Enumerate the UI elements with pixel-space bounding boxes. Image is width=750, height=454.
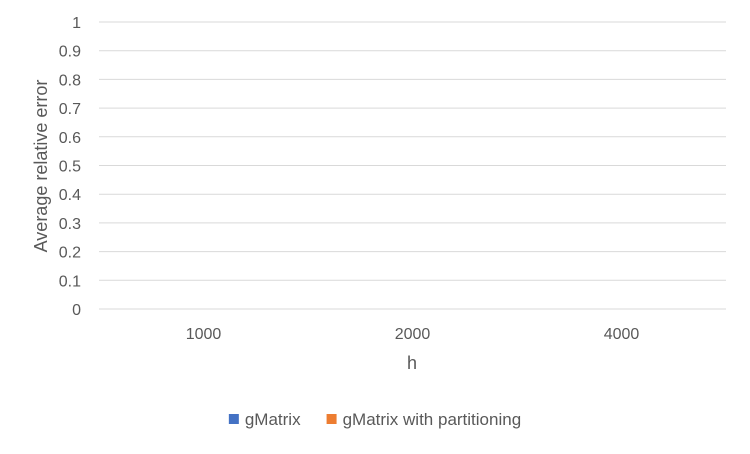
- y-tick-label: 0.6: [59, 130, 81, 147]
- y-tick-label: 0.4: [59, 187, 81, 204]
- y-tick-label: 0.2: [59, 245, 81, 262]
- y-tick-label: 0.9: [59, 44, 81, 61]
- legend: gMatrix gMatrix with partitioning: [228, 410, 522, 429]
- legend-label: gMatrix with partitioning: [343, 410, 522, 429]
- y-axis-ticks: 0 0.1 0.2 0.3 0.4 0.5 0.6 0.7 0.8 0.9 1: [59, 15, 81, 319]
- legend-swatch: [228, 414, 239, 424]
- legend-item: gMatrix with partitioning: [326, 410, 522, 429]
- y-tick-label: 1: [72, 15, 81, 32]
- x-axis-ticks: 1000 2000 4000: [186, 326, 640, 343]
- x-tick-label: 1000: [186, 326, 222, 343]
- y-axis-title: Average relative error: [31, 80, 51, 253]
- x-axis-title: h: [407, 353, 417, 373]
- y-tick-label: 0.1: [59, 273, 81, 290]
- x-tick-label: 4000: [604, 326, 640, 343]
- y-tick-label: 0: [72, 302, 81, 319]
- x-tick-label: 2000: [395, 326, 431, 343]
- legend-swatch: [326, 414, 337, 424]
- y-tick-label: 0.5: [59, 159, 81, 176]
- gridlines: [99, 21, 726, 310]
- y-tick-label: 0.7: [59, 101, 81, 118]
- legend-item: gMatrix: [228, 410, 301, 429]
- legend-label: gMatrix: [245, 410, 301, 429]
- y-tick-label: 0.8: [59, 72, 81, 89]
- y-tick-label: 0.3: [59, 216, 81, 233]
